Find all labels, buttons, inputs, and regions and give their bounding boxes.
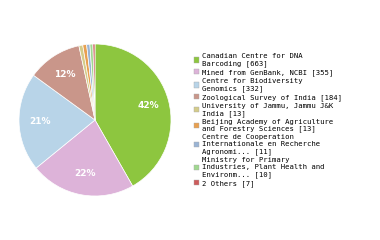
Wedge shape	[87, 44, 95, 120]
Wedge shape	[36, 120, 133, 196]
Text: 12%: 12%	[54, 70, 76, 79]
Wedge shape	[33, 46, 95, 120]
Wedge shape	[93, 44, 95, 120]
Wedge shape	[90, 44, 95, 120]
Legend: Canadian Centre for DNA
Barcoding [663], Mined from GenBank, NCBI [355], Centre : Canadian Centre for DNA Barcoding [663],…	[194, 53, 342, 187]
Wedge shape	[95, 44, 171, 186]
Wedge shape	[83, 44, 95, 120]
Wedge shape	[79, 45, 95, 120]
Text: 21%: 21%	[30, 117, 51, 126]
Text: 42%: 42%	[137, 102, 159, 110]
Wedge shape	[19, 75, 95, 168]
Text: 22%: 22%	[74, 169, 96, 178]
